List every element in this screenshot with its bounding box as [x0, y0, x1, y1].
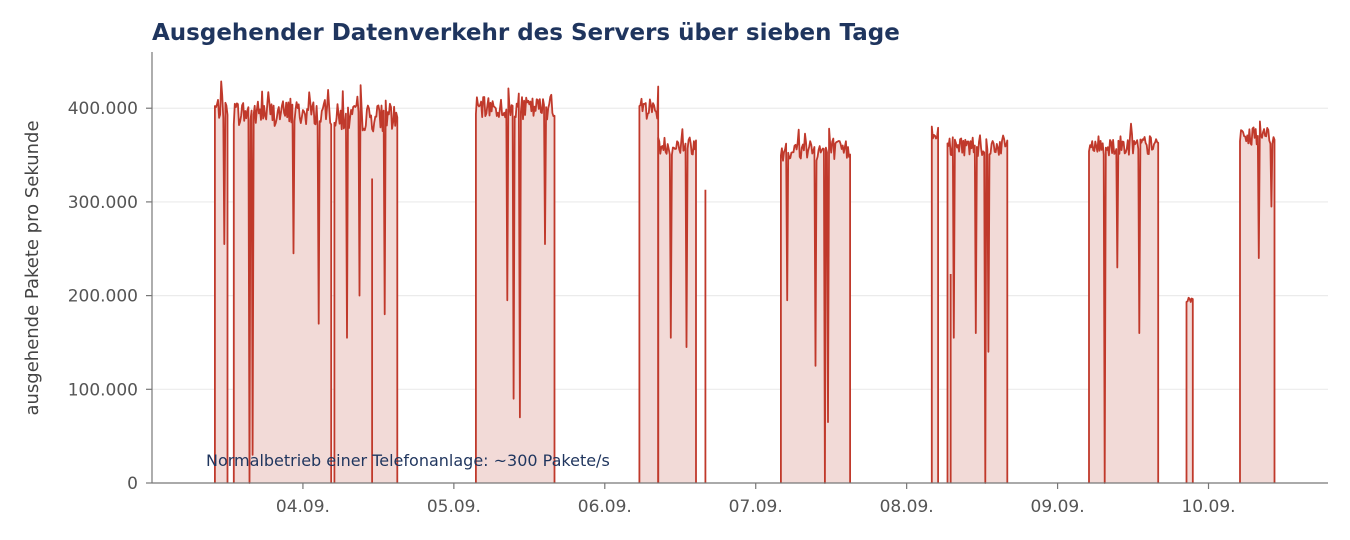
- traffic-area-segment: [1240, 121, 1275, 484]
- y-axis-label: ausgehende Pakete pro Sekunde: [22, 120, 43, 415]
- traffic-line-segment: [930, 125, 939, 483]
- x-tick-label: 08.09.: [880, 497, 934, 517]
- traffic-line-segment: [474, 87, 556, 483]
- traffic-area-segment: [475, 88, 555, 484]
- chart-title: Ausgehender Datenverkehr des Servers übe…: [152, 20, 900, 46]
- x-tick-label: 07.09.: [729, 497, 783, 517]
- x-tick-label: 09.09.: [1031, 497, 1085, 517]
- x-tick-label: 04.09.: [276, 497, 330, 517]
- x-tick-label: 06.09.: [578, 497, 632, 517]
- traffic-line-segment: [333, 84, 399, 483]
- traffic-line-segment: [1185, 296, 1194, 483]
- traffic-area-segment: [639, 86, 659, 483]
- traffic-line-segment: [946, 134, 1009, 484]
- x-tick-label: 05.09.: [427, 497, 481, 517]
- traffic-line-segment: [657, 128, 697, 483]
- x-ticks: 04.09. 05.09. 06.09. 07.09. 08.09. 09.09. 10.0…: [276, 483, 1236, 517]
- traffic-area-segment: [233, 89, 332, 484]
- traffic-area-segment: [947, 135, 1008, 484]
- y-tick-label: 200.000: [68, 287, 138, 307]
- traffic-area-segment: [658, 129, 696, 483]
- line-layer: [213, 80, 1276, 484]
- traffic-area-segment: [780, 128, 851, 483]
- area-layer: [214, 81, 1275, 484]
- y-tick-label: 300.000: [68, 193, 138, 213]
- traffic-line-segment: [232, 89, 333, 484]
- y-ticks: 0 100.000 200.000 300.000 400.000: [68, 99, 152, 494]
- traffic-line-segment: [780, 127, 851, 484]
- y-tick-label: 0: [127, 474, 138, 494]
- x-tick-label: 10.09.: [1181, 497, 1235, 517]
- traffic-line-segment: [1239, 120, 1276, 483]
- traffic-area-segment: [1089, 123, 1159, 483]
- y-tick-label: 400.000: [68, 99, 138, 119]
- traffic-area-segment: [334, 85, 398, 483]
- traffic-line-segment: [1088, 122, 1160, 484]
- traffic-area-segment: [1186, 297, 1193, 483]
- traffic-line-segment: [638, 85, 660, 483]
- annotation: Normalbetrieb einer Telefonanlage: ~300 …: [206, 451, 610, 470]
- y-tick-label: 100.000: [68, 380, 138, 400]
- traffic-line-segment: [213, 80, 229, 483]
- traffic-area-segment: [214, 81, 228, 484]
- traffic-area-segment: [931, 126, 939, 483]
